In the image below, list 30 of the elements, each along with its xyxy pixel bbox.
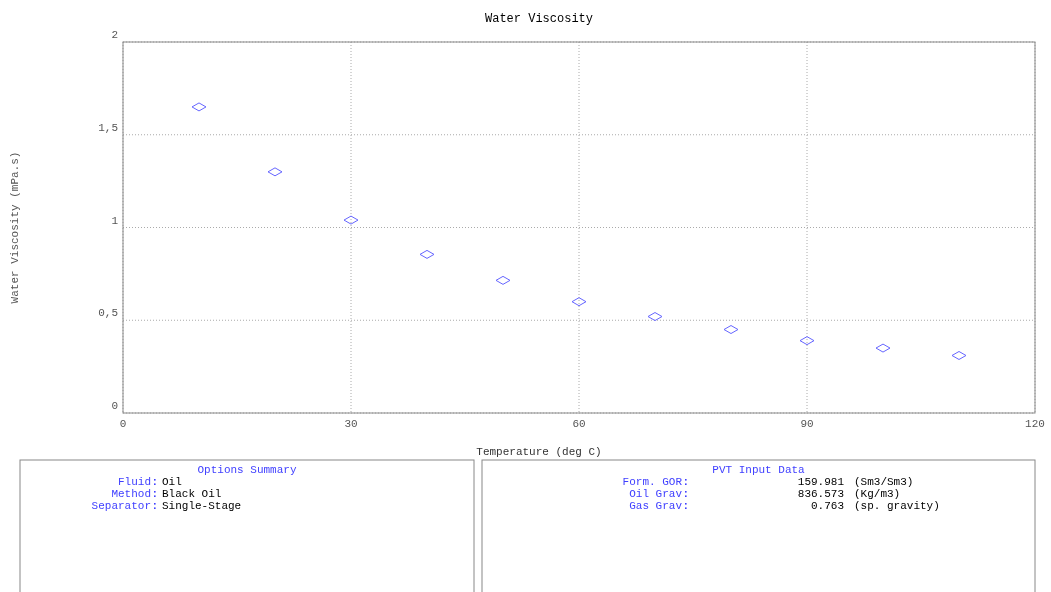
- category-label: Fluid: [117, 476, 151, 488]
- x-tick-label: 90: [800, 418, 814, 430]
- x-tick-label: 60: [572, 418, 586, 430]
- text: Oil: [162, 476, 182, 488]
- x-tick-label: 0: [119, 418, 127, 430]
- category-label: Gas Grav: [629, 500, 683, 512]
- category-label: Separator: [91, 500, 151, 512]
- chart-title: Water Viscosity: [484, 12, 594, 26]
- text: (sp. gravity): [854, 500, 940, 512]
- data-label: 0.763: [810, 500, 844, 512]
- data-label: 159.981: [797, 476, 845, 488]
- y-tick-label: 1,5: [98, 121, 118, 134]
- category-label: Method: [111, 488, 151, 500]
- text: PVT Input Data: [712, 464, 806, 476]
- x-tick-label: 30: [344, 418, 358, 430]
- x-tick-label: 120: [1025, 418, 1045, 430]
- category-label: Form. GOR: [622, 476, 683, 488]
- text: Black Oil: [162, 488, 222, 500]
- y-tick-label: 0: [111, 400, 118, 412]
- text: Options Summary: [197, 464, 297, 476]
- y-tick-label: 1: [111, 214, 119, 227]
- x-axis-title: Temperature (deg C): [476, 446, 602, 458]
- y-tick-label: 2: [111, 29, 118, 41]
- text: (Sm3/Sm3): [854, 476, 914, 488]
- y-axis-title: Water Viscosity (mPa.s): [9, 151, 21, 304]
- y-tick-label: 0,5: [98, 307, 118, 320]
- text: Single-Stage: [162, 500, 242, 512]
- text: (Kg/m3): [854, 488, 901, 500]
- data-label: 836.573: [797, 488, 844, 500]
- category-label: Oil Grav: [629, 488, 683, 500]
